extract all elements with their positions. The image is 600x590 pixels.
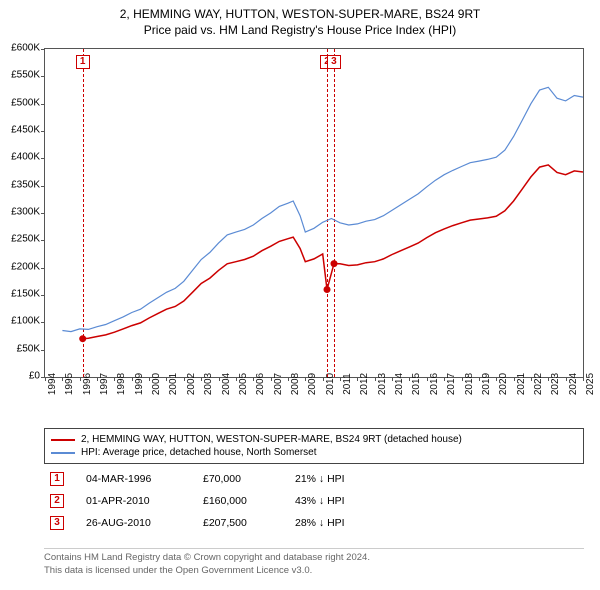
series-hpi: [62, 87, 583, 331]
legend: 2, HEMMING WAY, HUTTON, WESTON-SUPER-MAR…: [44, 428, 584, 464]
sale-row: 1 04-MAR-1996 £70,000 21% ↓ HPI: [44, 468, 584, 490]
sale-row: 2 01-APR-2010 £160,000 43% ↓ HPI: [44, 490, 584, 512]
sale-row-price: £207,500: [203, 517, 273, 529]
sale-row-diff: 28% ↓ HPI: [295, 517, 385, 529]
y-tick-label: £450K: [0, 125, 40, 136]
sale-row-date: 01-APR-2010: [86, 495, 181, 507]
sale-row-date: 04-MAR-1996: [86, 473, 181, 485]
sale-row-price: £160,000: [203, 495, 273, 507]
y-tick-label: £500K: [0, 97, 40, 108]
series-property: [83, 165, 583, 339]
legend-row: HPI: Average price, detached house, Nort…: [51, 446, 577, 459]
y-tick-label: £200K: [0, 261, 40, 272]
footer-line-1: Contains HM Land Registry data © Crown c…: [44, 552, 584, 565]
sale-row-price: £70,000: [203, 473, 273, 485]
x-tick-label: 2025: [585, 373, 596, 395]
legend-swatch: [51, 439, 75, 441]
y-tick-label: £0: [0, 371, 40, 382]
sale-row-num: 1: [50, 472, 64, 486]
sale-row-diff: 21% ↓ HPI: [295, 473, 385, 485]
y-tick-label: £250K: [0, 234, 40, 245]
sale-row: 3 26-AUG-2010 £207,500 28% ↓ HPI: [44, 512, 584, 534]
y-tick-label: £400K: [0, 152, 40, 163]
sale-marker-box: 1: [76, 55, 90, 69]
sale-row-num: 2: [50, 494, 64, 508]
sale-row-date: 26-AUG-2010: [86, 517, 181, 529]
chart-area: 123: [44, 48, 584, 378]
y-tick-label: £600K: [0, 43, 40, 54]
sale-row-diff: 43% ↓ HPI: [295, 495, 385, 507]
legend-row: 2, HEMMING WAY, HUTTON, WESTON-SUPER-MAR…: [51, 433, 577, 446]
y-tick-label: £50K: [0, 343, 40, 354]
y-tick-label: £100K: [0, 316, 40, 327]
y-tick-label: £150K: [0, 289, 40, 300]
y-tick-label: £300K: [0, 207, 40, 218]
legend-swatch: [51, 452, 75, 454]
legend-label: 2, HEMMING WAY, HUTTON, WESTON-SUPER-MAR…: [81, 434, 462, 445]
title-line-1: 2, HEMMING WAY, HUTTON, WESTON-SUPER-MAR…: [0, 6, 600, 22]
sale-marker-box: 3: [327, 55, 341, 69]
sale-marker-dot: [324, 286, 331, 293]
chart-container: 2, HEMMING WAY, HUTTON, WESTON-SUPER-MAR…: [0, 0, 600, 590]
footer: Contains HM Land Registry data © Crown c…: [44, 548, 584, 578]
title-line-2: Price paid vs. HM Land Registry's House …: [0, 22, 600, 38]
chart-svg: [45, 49, 583, 377]
sale-row-num: 3: [50, 516, 64, 530]
y-tick-label: £550K: [0, 70, 40, 81]
sale-marker-dot: [79, 335, 86, 342]
title-block: 2, HEMMING WAY, HUTTON, WESTON-SUPER-MAR…: [0, 0, 600, 38]
sales-table: 1 04-MAR-1996 £70,000 21% ↓ HPI 2 01-APR-2010…: [44, 468, 584, 534]
y-tick-label: £350K: [0, 179, 40, 190]
sale-marker-dot: [331, 260, 338, 267]
footer-line-2: This data is licensed under the Open Gov…: [44, 565, 584, 578]
legend-label: HPI: Average price, detached house, Nort…: [81, 447, 317, 458]
